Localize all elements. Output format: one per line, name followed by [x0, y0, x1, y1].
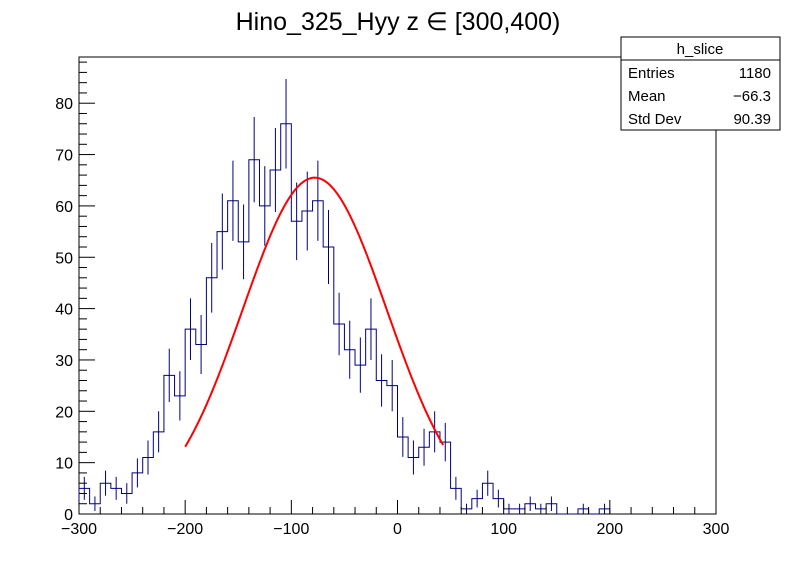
x-tick-label: 300 — [703, 521, 730, 538]
y-tick-label: 40 — [55, 302, 73, 319]
gaussian-fit-curve — [184, 176, 445, 448]
y-tick-label: 50 — [55, 250, 73, 267]
stats-entries-label: Entries — [628, 65, 675, 82]
stats-stddev-label: Std Dev — [628, 111, 682, 128]
x-tick-label: 100 — [490, 521, 517, 538]
x-tick-label: 0 — [393, 521, 402, 538]
stats-mean-label: Mean — [628, 88, 666, 105]
stats-mean-value: −66.3 — [733, 88, 771, 105]
x-axis: −300 −200 −100 0 100 200 300 — [61, 500, 729, 538]
y-tick-label: 30 — [55, 353, 73, 370]
y-tick-label: 80 — [55, 96, 73, 113]
x-tick-label: −300 — [61, 521, 97, 538]
x-tick-label: 200 — [596, 521, 623, 538]
y-tick-label: 20 — [55, 404, 73, 421]
stats-box: h_slice Entries 1180 Mean −66.3 Std Dev … — [620, 36, 781, 131]
histogram-outline — [78, 123, 611, 515]
y-tick-label: 0 — [64, 507, 73, 524]
y-tick-label: 60 — [55, 199, 73, 216]
y-tick-label: 70 — [55, 148, 73, 165]
x-tick-label: −200 — [167, 521, 203, 538]
chart-title: Hino_325_Hyy z ∈ [300,400) — [236, 8, 561, 36]
stats-stddev-value: 90.39 — [733, 111, 771, 128]
stats-entries-value: 1180 — [739, 65, 771, 82]
stats-box-title: h_slice — [677, 41, 724, 58]
y-tick-label: 10 — [55, 456, 73, 473]
x-tick-label: −100 — [273, 521, 309, 538]
y-axis: 0 10 20 30 40 50 60 70 80 — [55, 61, 95, 524]
stats-box-frame — [620, 36, 781, 131]
